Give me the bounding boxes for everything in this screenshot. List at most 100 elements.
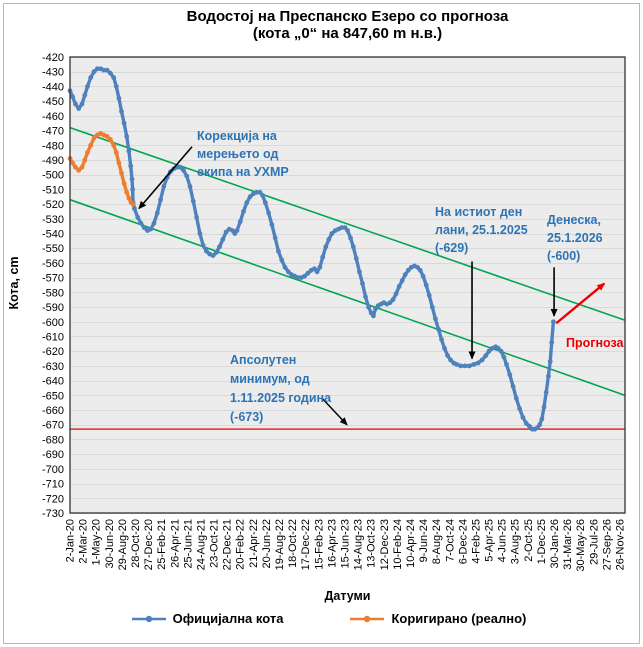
data-point	[445, 353, 450, 358]
data-point	[501, 354, 507, 360]
data-point	[128, 163, 134, 169]
y-tick-label: -710	[42, 479, 64, 491]
data-point	[439, 337, 444, 342]
data-point	[200, 242, 206, 248]
x-tick-label: 8-Aug-24	[431, 519, 443, 564]
data-point	[85, 84, 90, 89]
data-point	[111, 142, 117, 148]
data-point	[539, 416, 545, 422]
data-point	[543, 390, 549, 395]
y-tick-label: -560	[42, 258, 64, 270]
data-point	[350, 244, 356, 250]
data-point	[161, 184, 167, 189]
data-point	[323, 244, 329, 250]
x-tick-label: 27-Dec-20	[143, 519, 155, 570]
y-tick-label: -520	[42, 199, 64, 211]
x-tick-label: 14-Aug-23	[353, 519, 365, 570]
data-point	[126, 195, 132, 201]
x-tick-label: 13-Oct-23	[366, 519, 378, 568]
data-point	[429, 304, 435, 310]
data-point	[402, 272, 408, 278]
data-point	[91, 135, 97, 141]
data-point	[82, 92, 88, 98]
x-tick-label: 21-Apr-22	[248, 519, 260, 568]
data-point	[426, 292, 432, 298]
data-point	[104, 67, 110, 73]
x-tick-labels: 2-Jan-20 2-Mar-20 1-May-20 30-Jun-20 29-Aug-…	[65, 519, 627, 572]
y-tick-label: -640	[42, 376, 64, 388]
y-tick-labels: -420 -430 -440 -450 -460 -470 -480 -490 -500 -510…	[42, 52, 64, 520]
data-point	[70, 160, 75, 166]
data-point	[467, 363, 472, 369]
data-point	[504, 362, 509, 367]
data-point	[213, 250, 219, 256]
y-tick-label: -480	[42, 140, 64, 152]
data-point	[507, 372, 513, 378]
annotation-today: Денеска, 25.1.2026 (-600)	[547, 213, 603, 263]
data-point	[116, 95, 122, 101]
legend-official-label: Официјална кота	[172, 611, 284, 626]
data-point	[345, 228, 350, 234]
x-tick-label: 10-Apr-24	[405, 519, 417, 568]
y-tick-label: -450	[42, 96, 64, 108]
x-tick-label: 9-Jun-24	[418, 519, 430, 562]
data-point	[547, 359, 553, 364]
data-point	[113, 84, 119, 89]
x-tick-label: 15-Feb-23	[313, 519, 325, 570]
x-tick-label: 30-Jun-20	[104, 519, 116, 569]
data-point	[399, 278, 405, 283]
chart-legend: Официјална кота Коригирано (реално)	[0, 611, 643, 626]
data-point	[348, 235, 353, 241]
data-point	[396, 284, 402, 289]
data-point	[471, 362, 477, 367]
x-tick-label: 18-Oct-22	[287, 519, 299, 568]
data-point	[442, 345, 447, 351]
data-point	[94, 66, 100, 72]
y-tick-label: -580	[42, 287, 64, 299]
data-point	[204, 248, 209, 254]
data-point	[154, 210, 160, 216]
data-point	[194, 214, 200, 220]
data-point	[241, 209, 246, 214]
data-point	[124, 134, 130, 139]
data-point	[486, 348, 492, 354]
y-tick-label: -440	[42, 81, 64, 93]
x-tick-label: 26-Nov-26	[615, 519, 627, 570]
legend-item-official: Официјална кота	[131, 611, 284, 626]
data-point	[121, 120, 127, 126]
x-tick-label: 6-Dec-24	[457, 519, 469, 564]
data-point	[415, 264, 420, 270]
x-tick-label: 30-May-26	[575, 519, 587, 572]
y-tick-label: -630	[42, 361, 64, 373]
data-point	[138, 220, 144, 226]
correction-arrow	[138, 146, 193, 210]
data-point	[363, 294, 368, 300]
data-point	[314, 269, 320, 275]
data-point	[119, 109, 124, 114]
data-point	[371, 313, 376, 319]
annotation-last-year: На истиот ден лани, 25.1.2025 (-629)	[435, 205, 528, 255]
x-tick-label: 20-Jun-22	[261, 519, 273, 569]
data-point	[108, 137, 113, 142]
data-point	[483, 353, 489, 358]
data-point	[260, 192, 265, 198]
data-point	[269, 222, 275, 228]
data-point	[360, 281, 365, 286]
data-point	[130, 187, 136, 192]
data-point	[517, 406, 522, 411]
x-tick-label: 27-Sep-26	[601, 519, 613, 570]
y-tick-label: -510	[42, 184, 64, 196]
legend-corrected-label: Коригирано (реално)	[391, 611, 527, 626]
annotation-absolute-minimum: Апсолутен минимум, од 1.11.2025 година (…	[230, 353, 332, 424]
data-point	[184, 173, 190, 179]
legend-item-corrected: Коригирано (реално)	[349, 611, 526, 626]
data-point	[436, 326, 441, 332]
data-point	[546, 373, 551, 379]
x-tick-label: 16-Apr-23	[326, 519, 338, 568]
data-point	[339, 225, 345, 231]
plot-background	[70, 57, 625, 513]
data-point	[423, 282, 429, 288]
trend-line-upper	[69, 126, 626, 322]
data-point	[302, 273, 307, 279]
x-tick-label: 20-Feb-22	[235, 519, 247, 570]
